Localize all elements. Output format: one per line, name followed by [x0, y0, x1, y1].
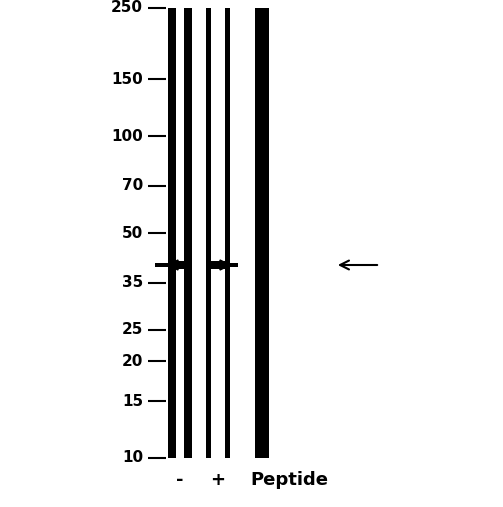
Bar [155, 263, 170, 267]
Polygon shape [168, 260, 178, 270]
Text: 50: 50 [122, 226, 143, 240]
Bar [176, 8, 184, 458]
Text: 250: 250 [111, 1, 143, 16]
Polygon shape [220, 260, 230, 270]
Text: 100: 100 [111, 129, 143, 143]
Text: -: - [176, 471, 184, 489]
Text: Peptide: Peptide [250, 471, 328, 489]
Text: +: + [210, 471, 225, 489]
Bar [206, 261, 230, 269]
Text: 15: 15 [122, 394, 143, 409]
Text: 10: 10 [122, 451, 143, 465]
Bar [228, 263, 238, 267]
Text: 150: 150 [111, 72, 143, 87]
Text: 35: 35 [122, 275, 143, 291]
Text: 25: 25 [122, 322, 143, 337]
Text: 20: 20 [122, 353, 143, 369]
Bar [206, 8, 230, 458]
Bar [168, 261, 192, 269]
Text: 70: 70 [122, 178, 143, 194]
Bar [255, 8, 269, 458]
Bar [168, 8, 192, 458]
Bar [211, 8, 225, 458]
